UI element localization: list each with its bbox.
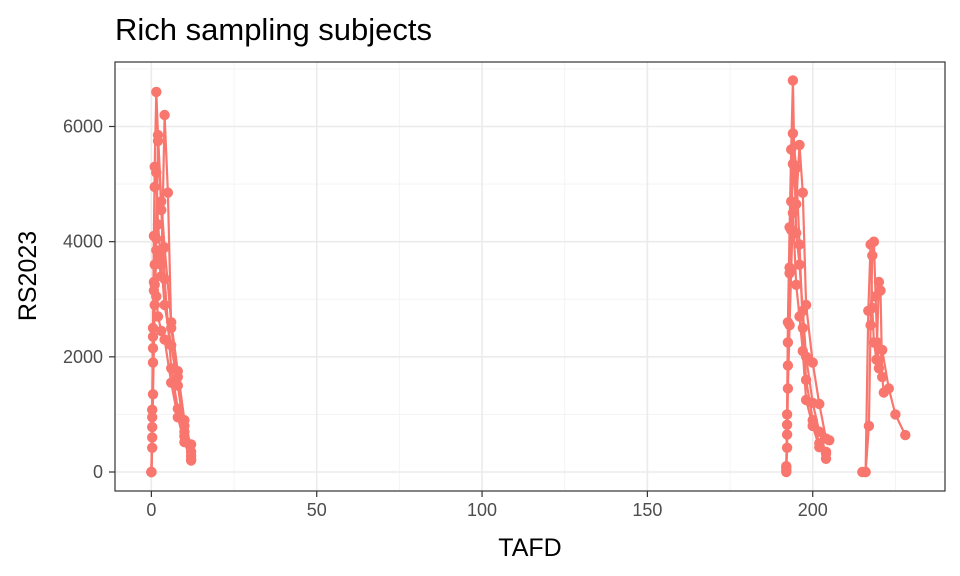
data-point (794, 139, 805, 151)
data-point (794, 239, 805, 250)
data-point (149, 259, 160, 270)
data-point (860, 466, 871, 478)
data-point (185, 455, 197, 466)
data-point (814, 398, 825, 410)
x-tick-label: 0 (146, 500, 156, 520)
data-point (867, 302, 878, 314)
data-point (890, 409, 901, 420)
data-point (800, 374, 812, 386)
series-line (785, 143, 830, 468)
data-point (159, 273, 170, 285)
data-point (784, 320, 795, 331)
data-point (868, 337, 880, 348)
data-point (800, 299, 812, 311)
data-point (172, 412, 183, 423)
data-point (146, 466, 157, 478)
data-point (800, 394, 812, 406)
panel-border (114, 61, 946, 492)
data-point (149, 279, 160, 290)
data-point (807, 420, 818, 432)
data-point (151, 233, 162, 244)
data-point (786, 265, 797, 276)
data-point (791, 199, 802, 210)
data-point (794, 311, 805, 322)
data-point (875, 285, 886, 296)
data-point (797, 187, 808, 198)
data-point (867, 250, 878, 261)
data-point (787, 128, 799, 139)
data-point (865, 239, 876, 250)
data-point (152, 311, 164, 322)
data-point (147, 331, 159, 342)
data-point (159, 109, 170, 121)
chart-title: Rich sampling subjects (115, 12, 432, 47)
data-point (797, 345, 808, 357)
data-point (166, 377, 177, 388)
data-point (807, 357, 818, 368)
data-point (824, 435, 835, 446)
data-point (156, 325, 167, 337)
data-point (162, 187, 174, 198)
y-tick-label: 0 (93, 462, 103, 482)
data-point (151, 291, 162, 302)
data-point (787, 207, 799, 219)
data-point (159, 334, 170, 345)
series (781, 207, 832, 478)
data-point (781, 466, 792, 478)
data-point (877, 371, 888, 383)
data-point (156, 204, 167, 216)
data-point (781, 442, 793, 453)
data-point (782, 337, 794, 348)
series-layer (146, 75, 911, 478)
data-point (787, 158, 799, 170)
data-point (820, 446, 832, 457)
series (857, 239, 889, 478)
y-tick-label: 4000 (63, 232, 103, 252)
data-point (152, 219, 164, 230)
data-point (147, 404, 158, 415)
data-point (151, 86, 162, 98)
data-point (787, 75, 799, 86)
x-tick-label: 150 (632, 500, 662, 520)
x-tick-label: 200 (798, 500, 828, 520)
data-point (878, 387, 889, 398)
data-point (791, 279, 802, 290)
data-point (152, 135, 164, 147)
x-axis-title: TAFD (498, 534, 561, 562)
y-axis-title: RS2023 (14, 231, 42, 321)
data-point (871, 354, 882, 365)
series (146, 279, 197, 478)
y-tick-label: 2000 (63, 347, 103, 367)
data-point (873, 276, 885, 288)
data-point (782, 383, 794, 394)
y-tick-label: 6000 (63, 116, 103, 136)
x-tick-label: 50 (307, 500, 327, 520)
x-tick-label: 100 (467, 500, 497, 520)
data-point (159, 299, 170, 311)
data-point (179, 436, 190, 448)
data-point (900, 429, 911, 441)
